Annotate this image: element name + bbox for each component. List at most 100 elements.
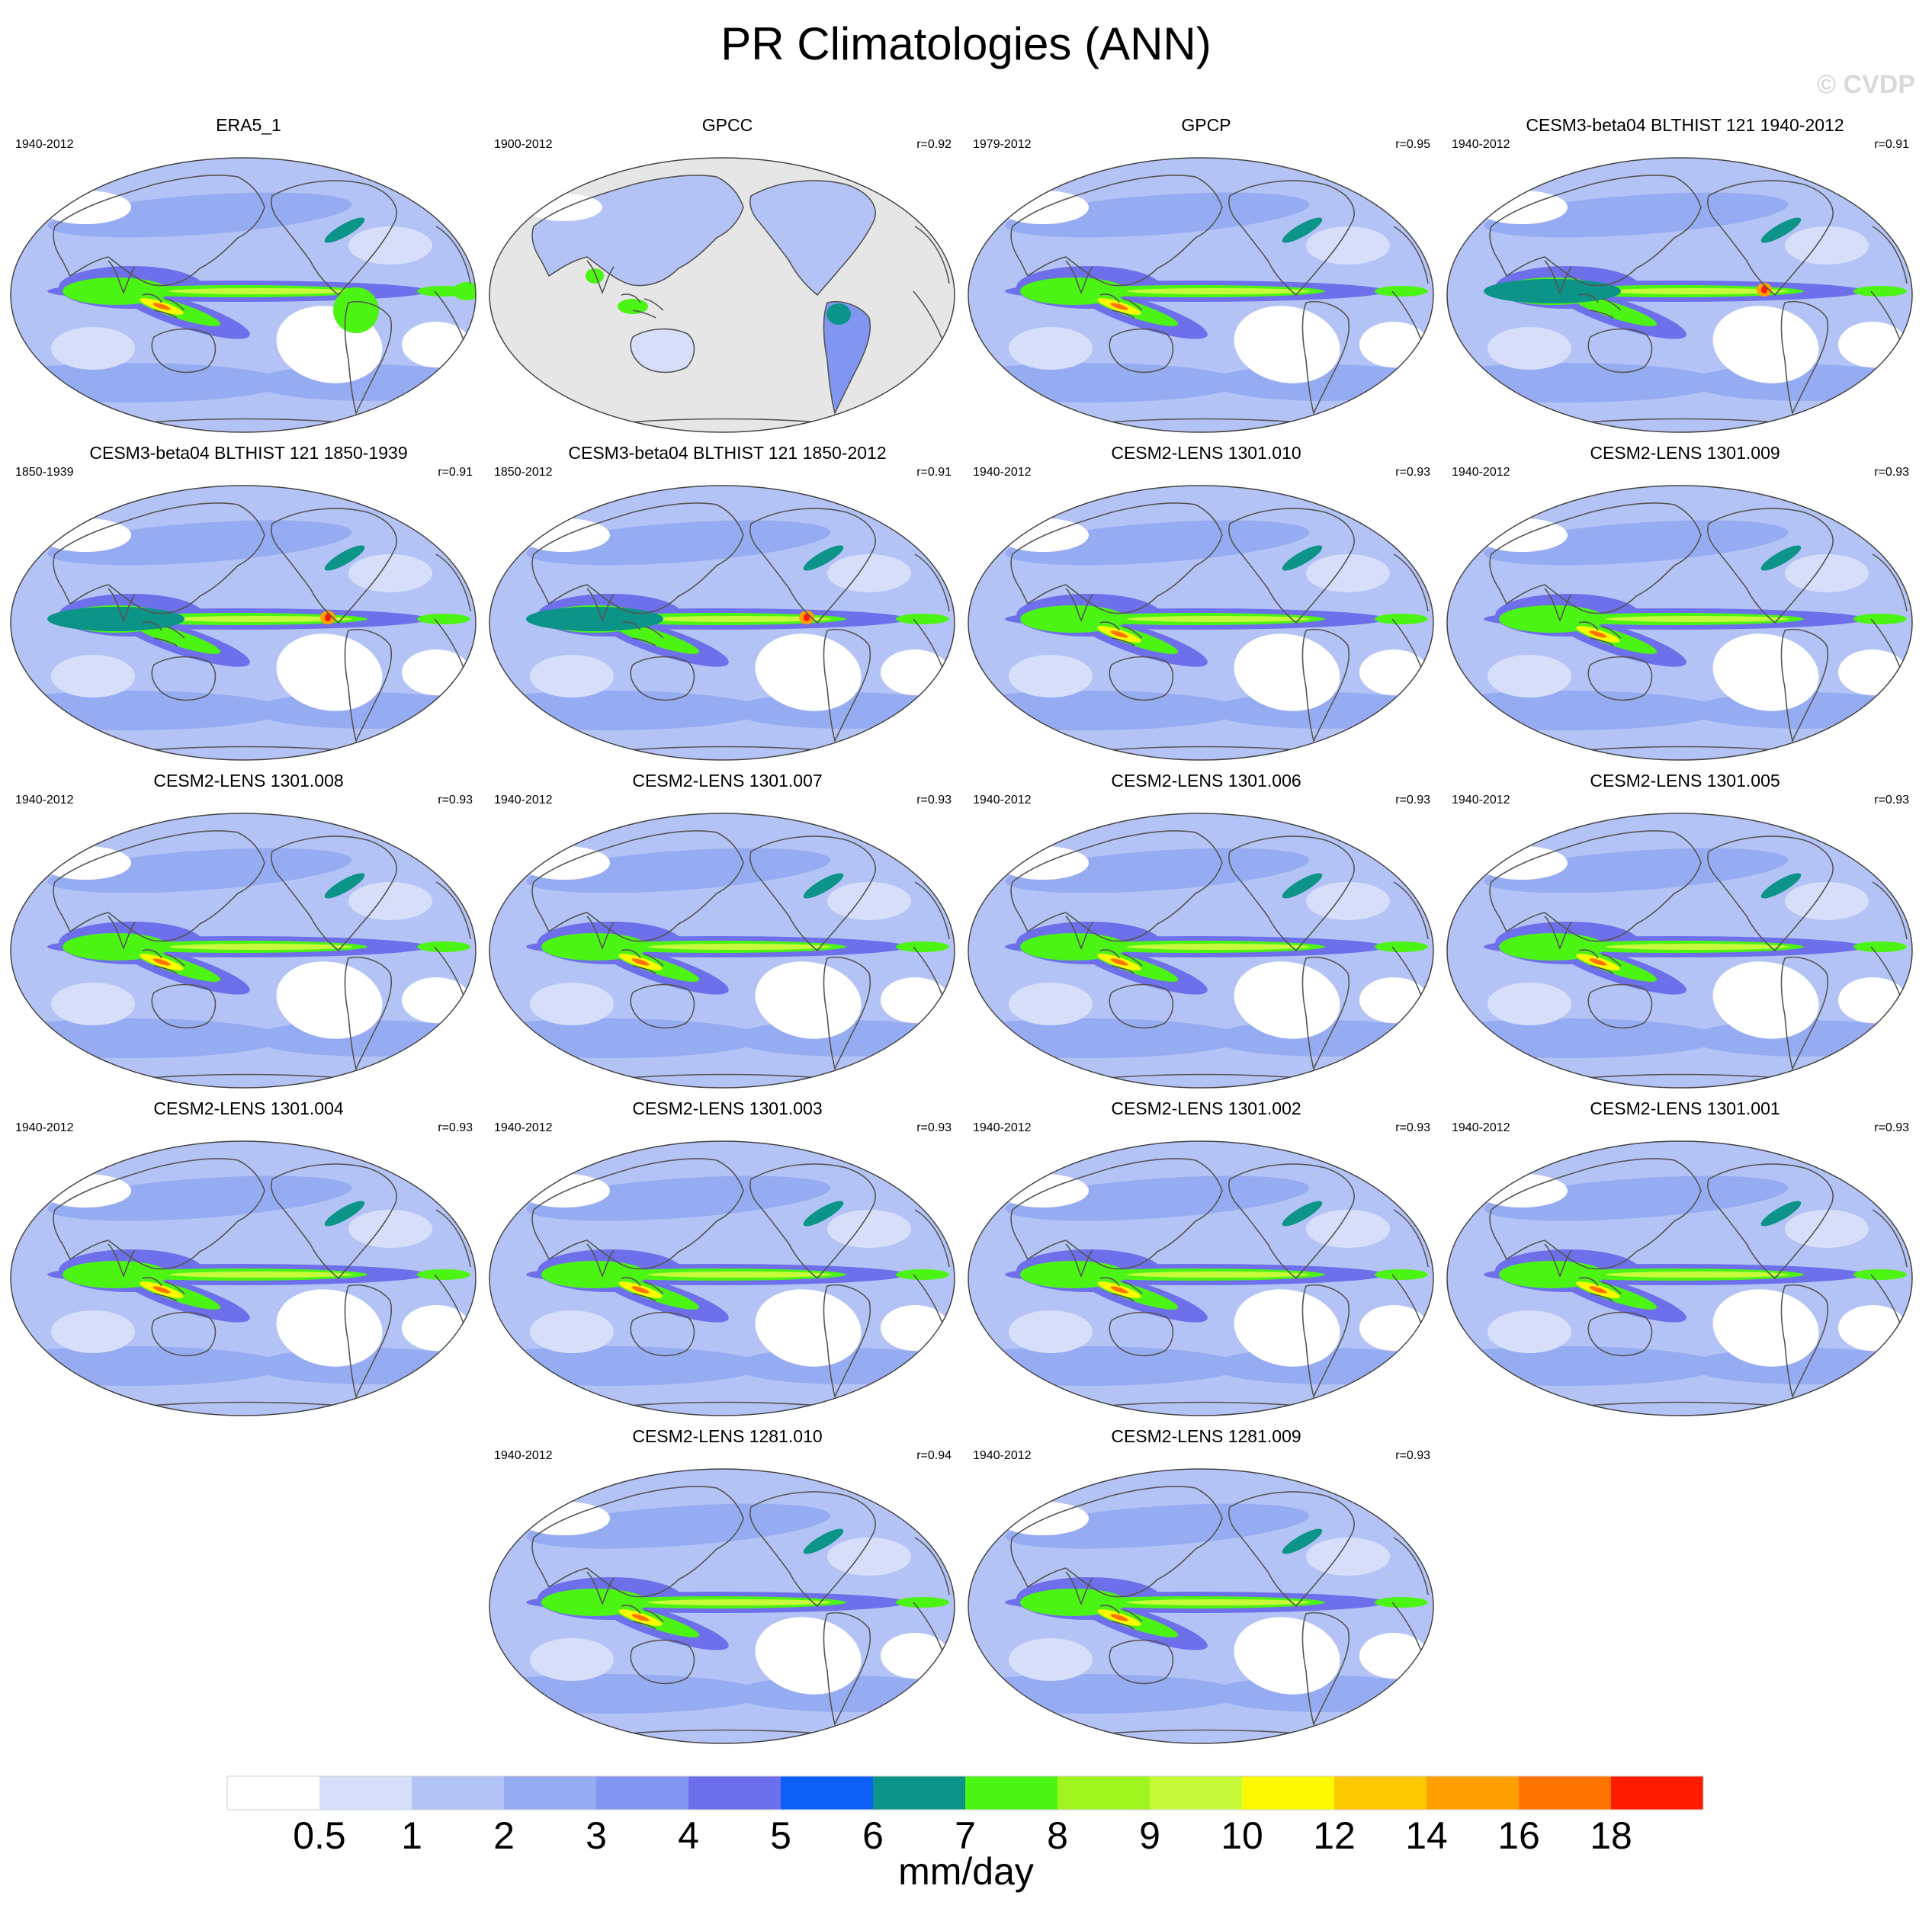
spcz-max (152, 1286, 171, 1294)
gulf-stream-wet (803, 873, 844, 899)
map-border (10, 813, 477, 1089)
dry-zone-se-pacific (1234, 633, 1340, 711)
dry-zone-n-atlantic (1785, 1210, 1869, 1248)
itcz-peak (648, 1599, 831, 1605)
panel-period: 1850-2012 (494, 466, 553, 479)
map-field (1447, 1141, 1912, 1416)
itcz-peak (1127, 1599, 1310, 1605)
colorbar-box (1519, 1776, 1611, 1810)
dry-zone-indian (1009, 327, 1093, 370)
map-field (11, 158, 476, 432)
atl-itcz (417, 1269, 470, 1280)
gulf-stream-wet (803, 1201, 844, 1227)
dry-zone-se-pacific (755, 1289, 862, 1367)
dry-zone-indian (1488, 983, 1571, 1025)
coastline (271, 835, 397, 952)
atl-itcz (896, 1269, 949, 1280)
atl-itcz (417, 614, 470, 624)
coastline (1780, 300, 1829, 415)
gulf-stream-wet (1760, 1201, 1802, 1227)
coastline (53, 830, 265, 942)
map-border (1446, 157, 1913, 433)
map-border (489, 813, 955, 1089)
coastline (1099, 949, 1143, 974)
dry-zone-se-pacific (1712, 306, 1819, 383)
panel-correlation: r=0.93 (1395, 1121, 1430, 1134)
colorbar-box (1611, 1776, 1703, 1810)
coastline (1010, 830, 1223, 942)
coastline (1587, 656, 1653, 701)
coastline (1780, 628, 1829, 743)
colorbar-box (319, 1776, 412, 1810)
panel-title: CESM2-LENS 1301.010 (1111, 443, 1301, 463)
coastline (749, 1491, 876, 1608)
coastline (108, 260, 136, 295)
coastline (1065, 1243, 1093, 1278)
spcz-max (1110, 303, 1128, 310)
colorbar-box (781, 1776, 873, 1810)
coastline (1109, 1311, 1174, 1357)
panel-title: CESM2-LENS 1301.009 (1590, 443, 1780, 463)
panel-period: 1979-2012 (973, 138, 1032, 151)
coastline (1010, 175, 1223, 287)
map-panel: CESM2-LENS 1281.009 1940-2012 r=0.93 (967, 1426, 1446, 1746)
map-border (1446, 485, 1913, 761)
robinson-map (968, 157, 1434, 433)
panel-period: 1940-2012 (15, 138, 74, 151)
dry-zone-n-atlantic (827, 1210, 911, 1248)
panel-title: CESM2-LENS 1301.002 (1111, 1098, 1301, 1118)
atl-itcz (1375, 1597, 1428, 1608)
coastline (1010, 1158, 1223, 1270)
itcz-peak (1606, 288, 1789, 294)
coastline (1301, 300, 1350, 415)
map-panel: CESM2-LENS 1301.009 1940-2012 r=0.93 (1446, 442, 1924, 762)
coastline (108, 916, 136, 951)
panel-period: 1940-2012 (494, 1449, 553, 1462)
coastline (344, 956, 393, 1071)
panel-period: 1900-2012 (494, 138, 553, 151)
coastline (1578, 1277, 1622, 1302)
coastline (621, 1605, 664, 1630)
land-australia (631, 329, 695, 373)
coastline (749, 508, 876, 624)
map-field (968, 1141, 1433, 1416)
coastline (1707, 180, 1834, 297)
panel-title: GPCC (701, 115, 753, 135)
gulf-stream-wet (1760, 545, 1802, 571)
coastline (621, 949, 664, 974)
spcz-max (1110, 958, 1128, 966)
coastline (53, 502, 265, 614)
warm-pool-teal (47, 607, 185, 631)
map-field (11, 486, 476, 760)
dry-zone-indian (1009, 1638, 1093, 1681)
dry-zone-indian (530, 655, 614, 698)
map-panel: CESM2-LENS 1301.002 1940-2012 r=0.93 (967, 1098, 1446, 1418)
coastline (1099, 293, 1143, 319)
coastline (1228, 508, 1355, 624)
itcz-peak (1127, 616, 1310, 622)
gulf-stream-wet (1760, 217, 1802, 243)
coastline (1109, 983, 1174, 1029)
coastline (621, 293, 664, 319)
panel-title: CESM2-LENS 1301.006 (1111, 771, 1301, 791)
panel-correlation: r=0.91 (438, 466, 473, 479)
dry-zone-n-atlantic (1306, 1538, 1390, 1576)
dry-zone-n-atlantic (1785, 226, 1869, 265)
map-panel: CESM2-LENS 1301.003 1940-2012 r=0.93 (488, 1098, 967, 1418)
coastline (1228, 1163, 1355, 1280)
coastline (749, 835, 876, 952)
coastline (586, 260, 615, 295)
dry-zone-se-pacific (1234, 1617, 1340, 1695)
gulf-stream-wet (1760, 873, 1802, 899)
coastline (621, 1277, 664, 1302)
land-north-america (749, 181, 876, 295)
gulf-stream-wet (1282, 1201, 1323, 1227)
dry-zone-indian (51, 1310, 135, 1353)
map-border (968, 813, 1434, 1089)
robinson-map (10, 157, 477, 433)
map-field (489, 1469, 955, 1743)
coastline (1010, 502, 1223, 614)
watermark: © CVDP (1817, 70, 1915, 99)
coastline (1065, 916, 1093, 951)
colorbar-box (873, 1776, 965, 1810)
